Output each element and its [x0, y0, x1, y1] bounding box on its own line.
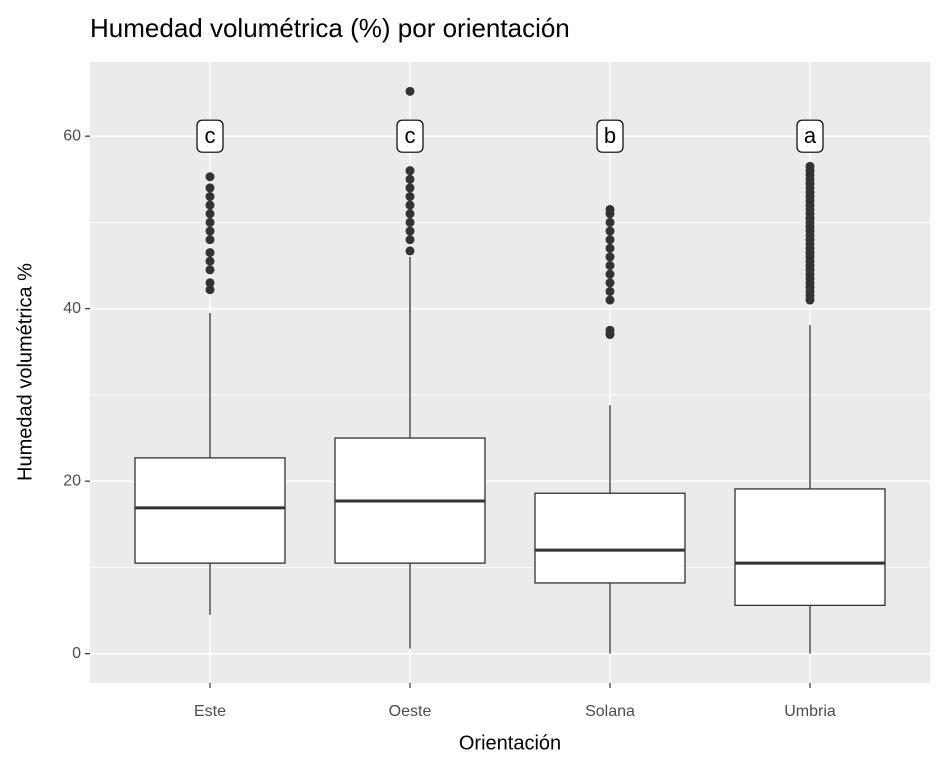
outlier	[205, 183, 215, 193]
outlier	[205, 192, 215, 202]
outlier	[405, 235, 415, 245]
chart-title: Humedad volumétrica (%) por orientación	[90, 13, 570, 43]
outlier	[605, 235, 615, 245]
outlier	[605, 252, 615, 262]
y-tick-label: 60	[63, 127, 81, 144]
outlier	[205, 209, 215, 219]
outlier	[205, 256, 215, 266]
label-box	[396, 119, 424, 153]
x-tick-label: Solana	[585, 703, 635, 720]
outlier	[605, 261, 615, 271]
outlier	[605, 269, 615, 279]
outlier	[605, 325, 615, 335]
outlier	[405, 200, 415, 210]
y-tick-label: 20	[63, 472, 81, 489]
outlier	[205, 217, 215, 227]
outlier	[405, 192, 415, 202]
outlier	[605, 286, 615, 296]
outlier	[605, 217, 615, 227]
label-box	[196, 119, 224, 153]
outlier	[205, 200, 215, 210]
outlier	[205, 278, 215, 288]
outlier	[405, 86, 415, 96]
label-box	[796, 119, 824, 153]
outlier	[405, 166, 415, 176]
group-label: c	[405, 123, 416, 148]
x-tick-label: Umbria	[784, 703, 836, 720]
outlier	[205, 265, 215, 275]
y-tick-label: 40	[63, 300, 81, 317]
outlier	[205, 226, 215, 236]
group-label: b	[604, 123, 616, 148]
outlier	[405, 226, 415, 236]
outlier	[405, 174, 415, 184]
outlier	[205, 285, 215, 295]
outlier	[605, 278, 615, 288]
y-axis-title: Humedad volumétrica %	[14, 263, 36, 481]
box	[734, 488, 886, 607]
outlier	[205, 235, 215, 245]
group-label: c	[205, 123, 216, 148]
outlier	[805, 161, 815, 171]
x-tick-label: Este	[194, 703, 226, 720]
outlier	[405, 217, 415, 227]
outlier	[205, 172, 215, 182]
outlier	[605, 204, 615, 214]
label-box	[596, 119, 624, 153]
group-label: a	[804, 123, 817, 148]
outlier	[405, 246, 415, 256]
outlier	[405, 183, 415, 193]
outlier	[405, 209, 415, 219]
outlier	[605, 226, 615, 236]
outlier	[205, 248, 215, 258]
outlier	[605, 295, 615, 305]
y-tick-label: 0	[72, 645, 81, 662]
x-tick-label: Oeste	[389, 703, 432, 720]
x-axis-title: Orientación	[459, 732, 561, 754]
outlier	[605, 243, 615, 253]
box	[534, 492, 686, 584]
box	[134, 457, 286, 564]
